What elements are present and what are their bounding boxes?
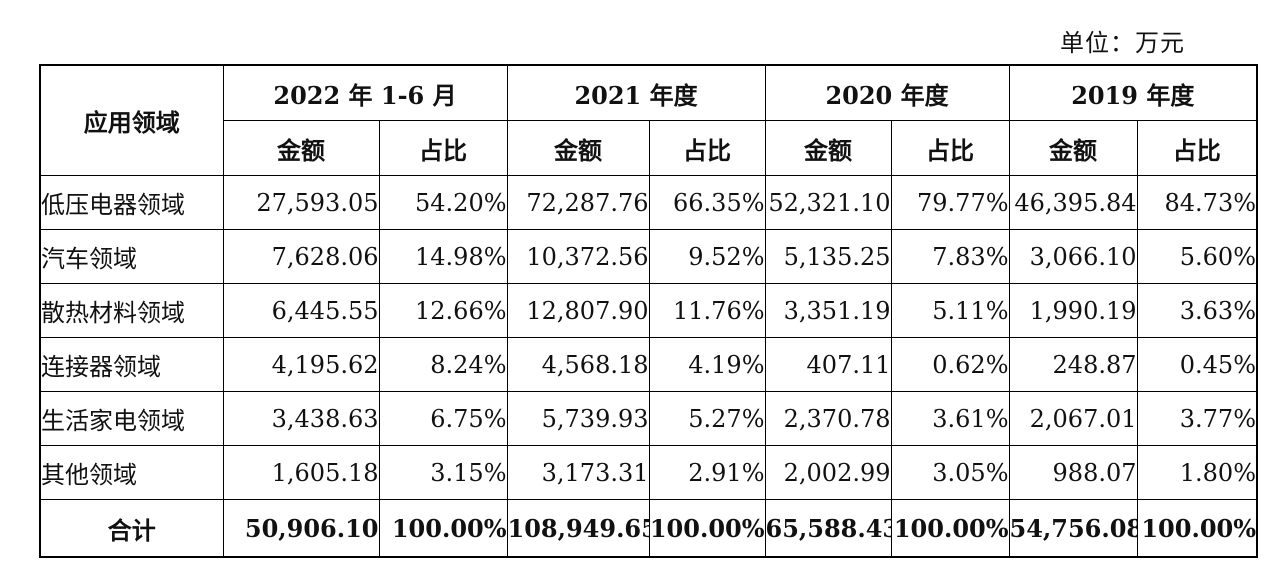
header-amount: 金额 (1008, 120, 1138, 176)
ratio-cell: 5.60% (1136, 229, 1258, 284)
ratio-cell: 3.77% (1136, 391, 1258, 446)
ratio-cell: 79.77% (890, 175, 1010, 230)
amount-cell: 407.11 (764, 337, 892, 392)
row-label: 汽车领域 (39, 229, 224, 284)
row-label: 生活家电领域 (39, 391, 224, 446)
amount-cell: 10,372.56 (506, 229, 650, 284)
ratio-cell: 3.05% (890, 445, 1010, 500)
amount-cell: 988.07 (1008, 445, 1138, 500)
amount-cell: 65,588.43 (764, 499, 892, 558)
table-body: 低压电器领域 27,593.05 54.20% 72,287.76 66.35% 52,3… (39, 175, 1258, 558)
ratio-cell: 5.11% (890, 283, 1010, 338)
ratio-cell: 5.27% (648, 391, 766, 446)
ratio-cell: 11.76% (648, 283, 766, 338)
amount-cell: 2,067.01 (1008, 391, 1138, 446)
amount-cell: 3,438.63 (222, 391, 380, 446)
amount-cell: 4,568.18 (506, 337, 650, 392)
header-period-2020: 2020 年度 (764, 64, 1010, 121)
ratio-cell: 3.15% (378, 445, 508, 500)
ratio-cell: 100.00% (1136, 499, 1258, 558)
amount-cell: 12,807.90 (506, 283, 650, 338)
row-label: 合计 (39, 499, 224, 558)
amount-cell: 2,370.78 (764, 391, 892, 446)
row-label: 散热材料领域 (39, 283, 224, 338)
table-row: 连接器领域 4,195.62 8.24% 4,568.18 4.19% 407.11 0.6… (39, 337, 1258, 392)
table-row: 其他领域 1,605.18 3.15% 3,173.31 2.91% 2,002.99 3.… (39, 445, 1258, 500)
ratio-cell: 0.45% (1136, 337, 1258, 392)
amount-cell: 72,287.76 (506, 175, 650, 230)
header-period-2022h1: 2022 年 1-6 月 (222, 64, 508, 121)
table-row: 生活家电领域 3,438.63 6.75% 5,739.93 5.27% 2,370.78… (39, 391, 1258, 446)
ratio-cell: 12.66% (378, 283, 508, 338)
row-label: 其他领域 (39, 445, 224, 500)
amount-cell: 6,445.55 (222, 283, 380, 338)
ratio-cell: 100.00% (378, 499, 508, 558)
amount-cell: 5,135.25 (764, 229, 892, 284)
amount-cell: 4,195.62 (222, 337, 380, 392)
ratio-cell: 0.62% (890, 337, 1010, 392)
ratio-cell: 7.83% (890, 229, 1010, 284)
row-label: 连接器领域 (39, 337, 224, 392)
header-amount: 金额 (506, 120, 650, 176)
ratio-cell: 14.98% (378, 229, 508, 284)
amount-cell: 54,756.08 (1008, 499, 1138, 558)
ratio-cell: 100.00% (648, 499, 766, 558)
amount-cell: 52,321.10 (764, 175, 892, 230)
header-ratio: 占比 (378, 120, 508, 176)
amount-cell: 27,593.05 (222, 175, 380, 230)
header-amount: 金额 (222, 120, 380, 176)
row-label: 低压电器领域 (39, 175, 224, 230)
amount-cell: 108,949.65 (506, 499, 650, 558)
amount-cell: 50,906.10 (222, 499, 380, 558)
amount-cell: 5,739.93 (506, 391, 650, 446)
ratio-cell: 3.63% (1136, 283, 1258, 338)
ratio-cell: 4.19% (648, 337, 766, 392)
amount-cell: 3,066.10 (1008, 229, 1138, 284)
amount-cell: 3,173.31 (506, 445, 650, 500)
ratio-cell: 6.75% (378, 391, 508, 446)
amount-cell: 2,002.99 (764, 445, 892, 500)
header-ratio: 占比 (890, 120, 1010, 176)
amount-cell: 46,395.84 (1008, 175, 1138, 230)
table-row: 低压电器领域 27,593.05 54.20% 72,287.76 66.35% 52,3… (39, 175, 1258, 230)
amount-cell: 1,990.19 (1008, 283, 1138, 338)
amount-cell: 248.87 (1008, 337, 1138, 392)
header-ratio: 占比 (648, 120, 766, 176)
revenue-by-application-table: 应用领域 2022 年 1-6 月 2021 年度 2020 年度 2019 年… (39, 64, 1259, 558)
ratio-cell: 9.52% (648, 229, 766, 284)
header-period-row: 应用领域 2022 年 1-6 月 2021 年度 2020 年度 2019 年… (39, 64, 1258, 176)
header-amount: 金额 (764, 120, 892, 176)
ratio-cell: 84.73% (1136, 175, 1258, 230)
unit-label: 单位：万元 (1060, 29, 1185, 57)
header-period-2021: 2021 年度 (506, 64, 766, 121)
header-field: 应用领域 (39, 64, 224, 176)
table-row: 汽车领域 7,628.06 14.98% 10,372.56 9.52% 5,135.25… (39, 229, 1258, 284)
amount-cell: 1,605.18 (222, 445, 380, 500)
total-row: 合计 50,906.10 100.00% 108,949.65 100.00% 65,58… (39, 499, 1258, 558)
header-period-2019: 2019 年度 (1008, 64, 1258, 121)
amount-cell: 3,351.19 (764, 283, 892, 338)
header-sub-row: 金额 占比 金额 占比 金额 占比 金额 占比 (40, 120, 1258, 176)
ratio-cell: 54.20% (378, 175, 508, 230)
ratio-cell: 100.00% (890, 499, 1010, 558)
ratio-cell: 1.80% (1136, 445, 1258, 500)
ratio-cell: 3.61% (890, 391, 1010, 446)
table-row: 散热材料领域 6,445.55 12.66% 12,807.90 11.76% 3,351… (39, 283, 1258, 338)
ratio-cell: 66.35% (648, 175, 766, 230)
ratio-cell: 2.91% (648, 445, 766, 500)
header-ratio: 占比 (1136, 120, 1258, 176)
amount-cell: 7,628.06 (222, 229, 380, 284)
ratio-cell: 8.24% (378, 337, 508, 392)
